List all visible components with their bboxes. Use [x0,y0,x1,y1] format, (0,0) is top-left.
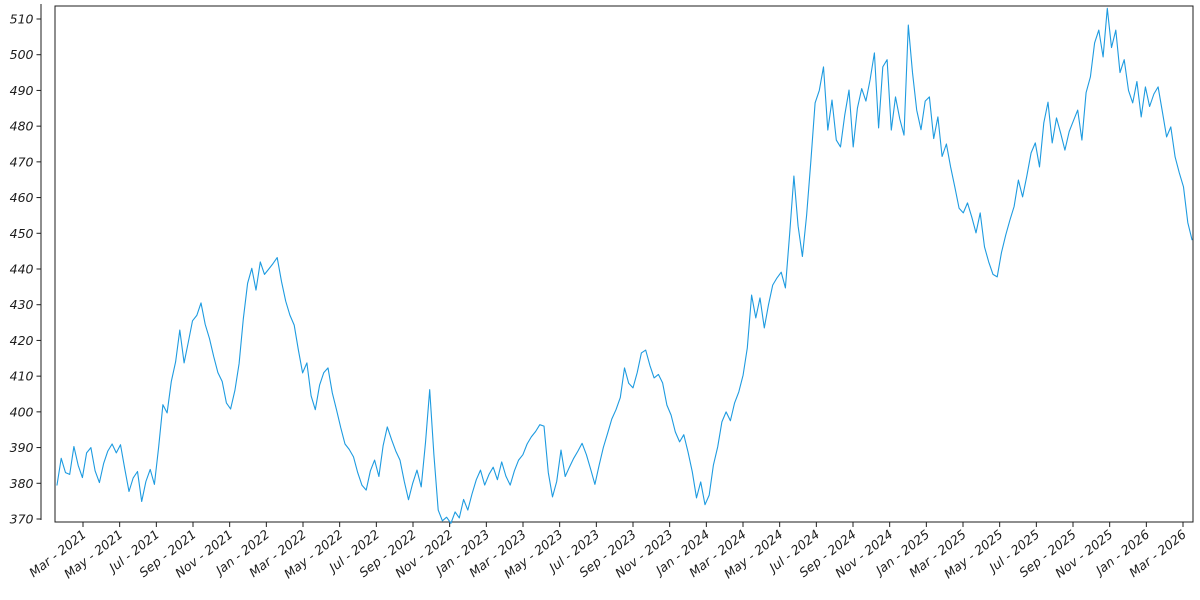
y-tick-label: 440 [10,261,34,276]
y-tick-label: 470 [10,154,34,169]
y-tick-label: 390 [10,440,34,455]
series-line [56,7,1193,524]
y-tick-label: 490 [10,83,34,98]
y-tick-label: 370 [10,511,34,526]
y-tick-label: 420 [10,333,34,348]
y-tick-label: 500 [10,47,34,62]
plot-frame [54,5,1194,523]
y-tick-label: 480 [10,119,34,134]
y-tick-label: 510 [10,12,34,27]
y-tick-label: 410 [10,369,34,384]
y-tick-label: 400 [10,404,34,419]
y-tick-label: 460 [10,190,34,205]
y-tick-label: 450 [10,226,34,241]
y-axis: 370 380 390 400 410 420 430 440 450 460 470 480 490 5… [10,12,41,526]
y-tick-label: 430 [10,297,34,312]
y-tick-label: 380 [10,476,34,491]
